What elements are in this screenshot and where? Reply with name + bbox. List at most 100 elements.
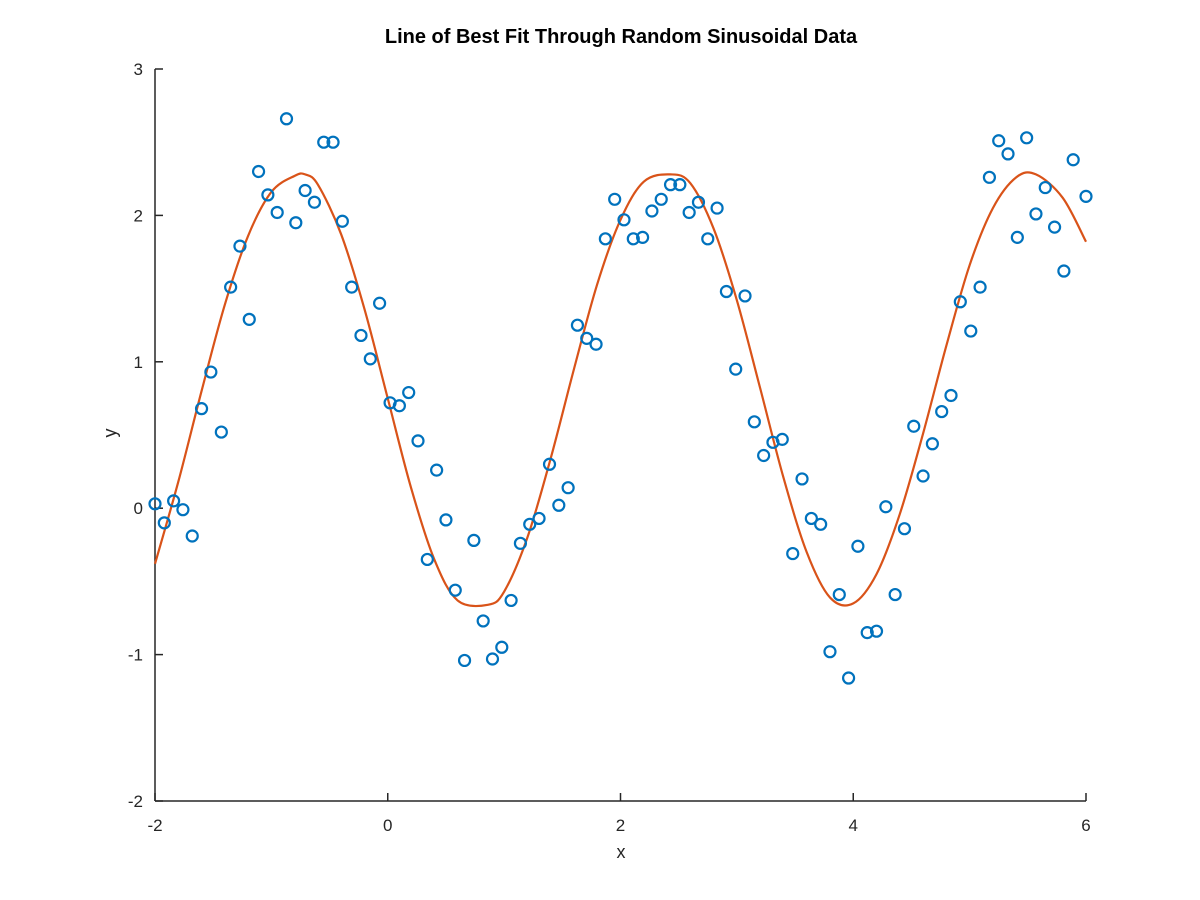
data-point	[608, 192, 622, 206]
data-point	[580, 331, 594, 345]
data-point	[570, 318, 585, 332]
data-point	[775, 432, 789, 446]
y-tick-label: 1	[134, 353, 143, 372]
data-point	[729, 362, 743, 376]
data-point	[1020, 131, 1034, 145]
data-point	[532, 511, 546, 526]
data-point	[738, 289, 752, 303]
data-point	[439, 513, 453, 527]
data-point	[645, 204, 659, 218]
data-point	[1066, 153, 1080, 167]
data-point	[1079, 189, 1093, 203]
data-point	[719, 284, 734, 299]
data-point	[176, 503, 190, 517]
data-point	[411, 434, 425, 448]
data-point	[1038, 180, 1052, 195]
data-point	[710, 201, 724, 215]
data-point	[992, 134, 1006, 148]
data-point	[916, 469, 930, 483]
data-point	[298, 183, 312, 198]
data-point	[860, 626, 874, 640]
y-tick-label: 3	[134, 60, 143, 79]
data-point	[757, 448, 771, 463]
y-tick-label: -1	[128, 646, 143, 665]
data-point	[897, 522, 912, 536]
data-point	[1057, 264, 1071, 278]
data-point	[888, 587, 902, 602]
data-point	[691, 195, 706, 209]
data-point	[392, 399, 406, 413]
data-point	[814, 517, 828, 531]
data-point	[513, 536, 528, 550]
data-point	[682, 205, 696, 220]
scatter-points	[148, 112, 1093, 685]
data-point	[270, 205, 284, 220]
data-point	[552, 498, 566, 512]
data-point	[485, 652, 500, 666]
data-point	[279, 112, 294, 126]
chart-title: Line of Best Fit Through Random Sinusoid…	[385, 26, 858, 48]
data-point	[982, 170, 997, 184]
data-point	[335, 214, 349, 228]
data-point	[495, 640, 509, 654]
data-point	[242, 312, 256, 326]
data-point	[467, 533, 481, 548]
data-point	[261, 188, 275, 202]
data-point	[1001, 147, 1015, 161]
data-point	[626, 232, 640, 246]
data-point	[420, 552, 434, 567]
data-point	[589, 337, 603, 351]
data-point	[673, 178, 687, 192]
data-point	[851, 539, 865, 553]
data-point	[194, 402, 209, 416]
data-point	[185, 529, 199, 543]
data-point	[251, 164, 266, 179]
data-point	[148, 497, 162, 511]
data-point	[598, 232, 612, 246]
y-tick-label: 2	[134, 206, 143, 225]
data-point	[973, 280, 987, 294]
data-point	[925, 437, 939, 451]
data-point	[504, 593, 518, 608]
data-point	[663, 178, 678, 192]
data-point	[701, 232, 715, 246]
data-point	[1010, 230, 1024, 244]
data-point	[363, 352, 377, 366]
tick-group: -2 0 2 4 6 -2 -1 0 1 2 3	[128, 60, 1091, 835]
data-point	[289, 216, 303, 230]
data-point	[953, 295, 967, 309]
data-point	[944, 388, 958, 403]
data-point	[804, 511, 818, 526]
data-point	[795, 472, 809, 486]
y-tick-label: -2	[128, 792, 143, 811]
data-point	[476, 614, 490, 628]
data-point	[841, 671, 856, 685]
data-point	[157, 516, 171, 530]
x-tick-label: -2	[147, 816, 162, 835]
data-point	[636, 230, 650, 244]
data-point	[654, 192, 668, 206]
data-point	[907, 419, 921, 433]
x-tick-label: 2	[616, 816, 625, 835]
data-point	[326, 135, 340, 149]
data-point	[402, 385, 416, 400]
data-point	[167, 494, 181, 508]
x-tick-label: 6	[1081, 816, 1090, 835]
data-point	[233, 239, 247, 253]
data-point	[786, 546, 800, 561]
data-point	[617, 213, 631, 227]
x-tick-label: 4	[849, 816, 858, 835]
data-point	[542, 457, 557, 471]
data-point	[1029, 207, 1043, 221]
data-point	[832, 587, 846, 602]
data-point	[823, 645, 837, 659]
data-point	[1047, 220, 1062, 234]
fit-line-group	[153, 171, 1087, 608]
data-point	[869, 624, 884, 638]
data-point	[354, 328, 368, 343]
data-point	[373, 296, 387, 310]
data-point	[561, 481, 575, 495]
data-point	[430, 463, 444, 477]
y-tick-label: 0	[134, 499, 143, 518]
